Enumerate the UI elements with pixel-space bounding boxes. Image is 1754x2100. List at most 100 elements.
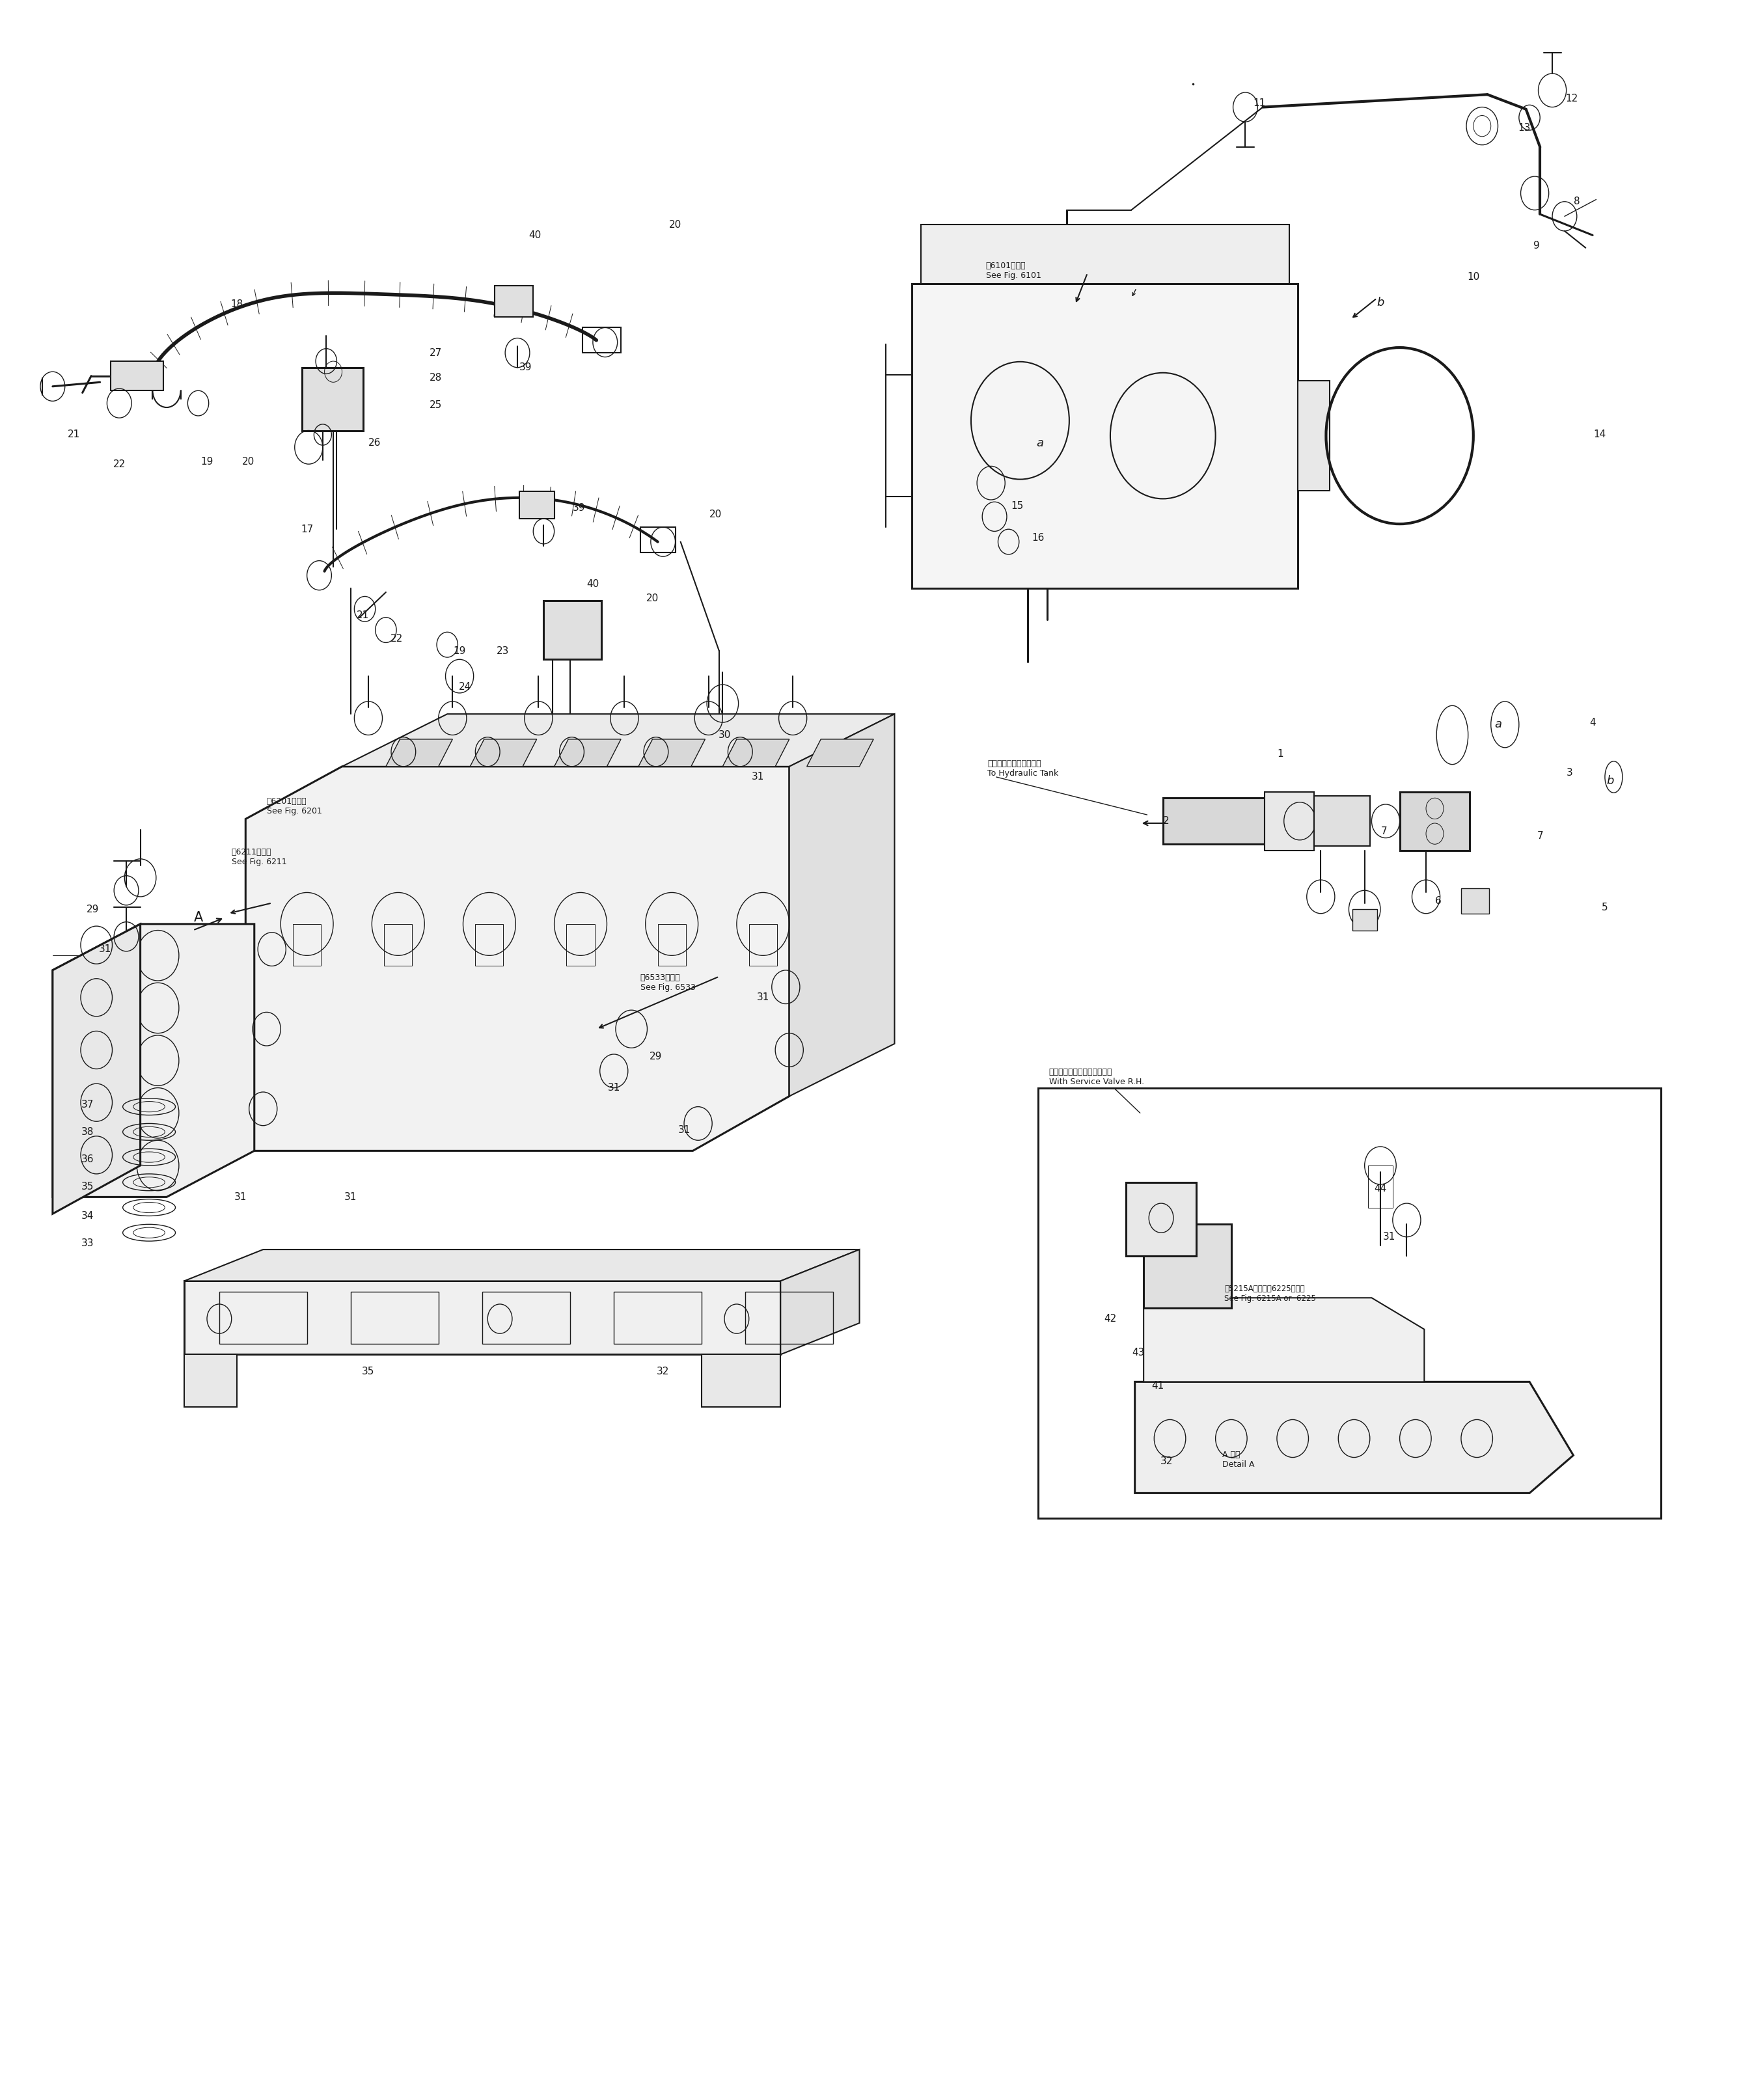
Text: 第6211図参照
See Fig. 6211: 第6211図参照 See Fig. 6211 [232,848,286,865]
Text: 35: 35 [361,1367,375,1376]
Bar [111,361,163,391]
Text: 11: 11 [1252,99,1266,107]
Text: 41: 41 [1151,1382,1165,1390]
Text: 23: 23 [496,647,509,655]
Text: 5: 5 [1601,903,1608,911]
Text: 第6101図参照
See Fig. 6101: 第6101図参照 See Fig. 6101 [986,262,1040,279]
Polygon shape [781,1249,859,1354]
Bar [1400,792,1470,850]
Bar [1144,1224,1231,1308]
Bar [384,924,412,966]
Text: 35: 35 [81,1182,95,1191]
Text: 42: 42 [1103,1315,1117,1323]
Text: 7: 7 [1380,827,1387,836]
Text: 16: 16 [1031,533,1045,542]
Polygon shape [53,924,140,1214]
Polygon shape [638,739,705,766]
Text: 31: 31 [756,993,770,1002]
Text: 31: 31 [233,1193,247,1201]
Bar [614,1292,702,1344]
Text: 8: 8 [1573,197,1580,206]
Text: 13: 13 [1517,124,1531,132]
Polygon shape [184,1249,859,1281]
Text: A: A [193,911,203,924]
Bar [582,328,621,353]
Bar [519,491,554,519]
Polygon shape [1135,1382,1573,1493]
Text: 22: 22 [112,460,126,468]
Text: 20: 20 [668,220,682,229]
Text: 19: 19 [200,458,214,466]
Polygon shape [702,1354,781,1407]
Bar [567,924,595,966]
Text: 9: 9 [1533,242,1540,250]
Bar [544,601,602,659]
Text: 10: 10 [1466,273,1480,281]
Bar [921,225,1289,284]
Text: 1: 1 [1277,750,1284,758]
Bar [351,1292,439,1344]
Polygon shape [470,739,537,766]
Text: 24: 24 [458,682,472,691]
Text: 20: 20 [709,510,723,519]
Text: 39: 39 [519,363,531,372]
Text: 31: 31 [677,1126,691,1134]
Bar [219,1292,307,1344]
Text: 39: 39 [572,504,586,512]
Text: a: a [1494,718,1501,731]
Text: 40: 40 [528,231,542,239]
Bar [912,284,1298,588]
Text: 7: 7 [1537,832,1544,840]
Text: 31: 31 [751,773,765,781]
Text: A 詳細
Detail A: A 詳細 Detail A [1223,1451,1254,1468]
Text: 19: 19 [453,647,467,655]
Text: 36: 36 [81,1155,95,1163]
Polygon shape [807,739,873,766]
Text: 28: 28 [430,374,442,382]
Text: b: b [1607,775,1614,788]
Text: 30: 30 [717,731,731,739]
Bar [658,924,686,966]
Text: 15: 15 [1010,502,1024,510]
Bar [1126,1182,1196,1256]
Text: 32: 32 [1159,1457,1173,1466]
Bar [1314,796,1370,846]
Bar [1163,798,1265,844]
Polygon shape [1144,1298,1424,1382]
Text: 3: 3 [1566,769,1573,777]
Text: 38: 38 [81,1128,95,1136]
Text: 26: 26 [368,439,381,447]
Bar [1368,1166,1393,1207]
Polygon shape [789,714,895,1096]
Text: 18: 18 [230,300,244,309]
Text: 31: 31 [344,1193,358,1201]
Bar [482,1292,570,1344]
Text: 第6533図参照
See Fig. 6533: 第6533図参照 See Fig. 6533 [640,974,695,991]
Text: 20: 20 [242,458,254,466]
Bar [1461,888,1489,913]
Bar [475,924,503,966]
Polygon shape [246,766,789,1151]
Bar [302,367,363,430]
Text: 17: 17 [300,525,314,533]
Text: 4: 4 [1589,718,1596,727]
Text: 33: 33 [81,1239,95,1247]
Text: 37: 37 [81,1100,95,1109]
Bar [1038,1088,1661,1518]
Text: 34: 34 [81,1212,95,1220]
Polygon shape [386,739,453,766]
Text: 31: 31 [607,1084,621,1092]
Text: a: a [1037,437,1044,449]
Text: 32: 32 [656,1367,670,1376]
Polygon shape [554,739,621,766]
Text: 第5215Aまたは第6225図参照
See Fig. 6215A or  6225: 第5215Aまたは第6225図参照 See Fig. 6215A or 6225 [1224,1285,1316,1302]
Bar [1265,792,1314,850]
Text: 29: 29 [649,1052,663,1060]
Text: 31: 31 [98,945,112,953]
Text: 20: 20 [645,594,660,603]
Text: 25: 25 [430,401,442,410]
Text: 6: 6 [1435,897,1442,905]
Text: 第6201図参照
See Fig. 6201: 第6201図参照 See Fig. 6201 [267,798,321,815]
Polygon shape [723,739,789,766]
Text: サービスバルブ付右バルブ用
With Service Valve R.H.: サービスバルブ付右バルブ用 With Service Valve R.H. [1049,1069,1144,1086]
